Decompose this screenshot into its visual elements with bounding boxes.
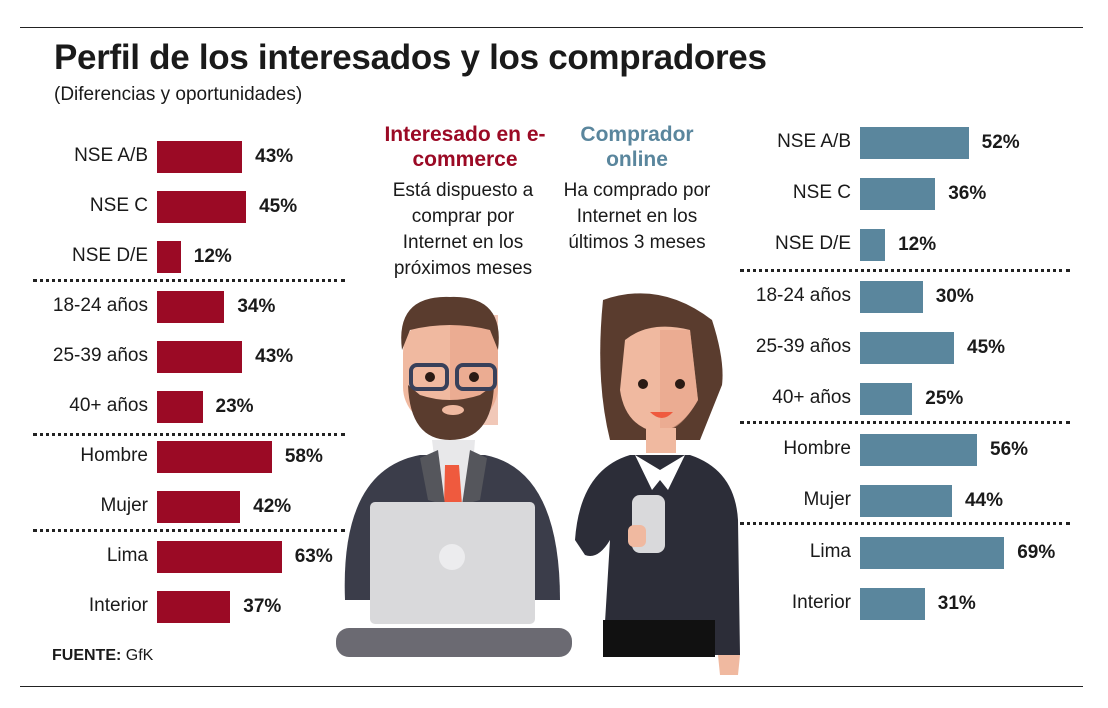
bar [860,587,925,620]
data-label: 43% [255,146,294,167]
category-label: NSE D/E [71,245,148,266]
category-label: Lima [106,545,148,566]
category-label: NSE C [89,195,148,216]
category-label: Hombre [783,438,851,460]
data-label: 63% [294,546,333,567]
group-divider [740,522,1070,525]
data-label: 31% [937,592,976,614]
bar [860,178,936,211]
bar [860,331,955,364]
category-label: Mujer [100,495,148,516]
category-label: 40+ años [69,395,148,416]
bar [157,291,225,323]
bar [860,280,923,313]
bar [157,591,231,623]
bar [157,141,243,173]
series-left-title: Interesado en e-commerce [384,123,546,171]
businessman-with-laptop-icon [336,296,572,657]
data-label: 43% [255,346,294,367]
category-label: 25-39 años [755,335,851,357]
bar [157,191,247,223]
series-left-description: Está dispuesto a comprar por Internet en… [392,180,534,279]
group-divider [33,433,345,436]
group-divider [740,269,1070,272]
bar [157,491,241,523]
data-label: 30% [935,285,974,307]
data-label: 69% [1017,541,1056,563]
bar [860,127,969,159]
bar [860,536,1005,569]
category-label: 25-39 años [52,345,148,366]
category-label: NSE A/B [74,145,148,166]
category-label: Mujer [803,489,851,511]
series-right-title: Comprador online [580,123,694,171]
group-divider [33,279,345,282]
bar [157,441,272,473]
source-note: FUENTE: GfK [52,647,153,665]
group-divider [33,529,345,532]
source-value: GfK [125,647,154,664]
data-label: 58% [284,446,323,467]
bar [860,229,886,262]
bar [157,341,243,373]
data-label: 44% [964,490,1003,512]
source-label: FUENTE: [52,647,122,664]
data-label: 25% [925,388,964,409]
series-right-description: Ha comprado por Internet en los últimos … [563,180,711,253]
category-label: Interior [88,595,148,616]
category-label: Hombre [80,445,148,466]
bottom-rule [20,686,1083,687]
data-label: 12% [193,246,232,267]
data-label: 36% [948,183,987,205]
data-label: 45% [259,196,298,217]
data-label: 42% [253,496,292,517]
chart-subtitle: (Diferencias y oportunidades) [54,84,303,105]
data-label: 34% [237,296,276,317]
group-divider [740,421,1070,424]
bar [860,383,913,415]
category-label: NSE A/B [777,131,851,152]
businesswoman-with-phone-icon [575,293,740,675]
bar [860,485,952,518]
category-label: 18-24 años [755,284,851,306]
data-label: 56% [990,439,1029,461]
chart-title: Perfil de los interesados y los comprado… [54,38,767,77]
category-label: Interior [791,591,851,613]
data-label: 37% [243,596,282,617]
category-label: 18-24 años [52,295,148,316]
category-label: NSE D/E [774,233,851,255]
category-label: 40+ años [772,387,851,408]
data-label: 52% [981,132,1020,153]
data-label: 23% [215,396,254,417]
top-rule [20,27,1083,28]
data-label: 45% [967,336,1006,358]
category-label: Lima [809,540,851,562]
bar [860,434,978,467]
data-label: 12% [898,234,937,256]
bar [157,241,181,273]
bar [157,541,282,573]
category-label: NSE C [792,182,851,204]
bar [157,391,203,423]
